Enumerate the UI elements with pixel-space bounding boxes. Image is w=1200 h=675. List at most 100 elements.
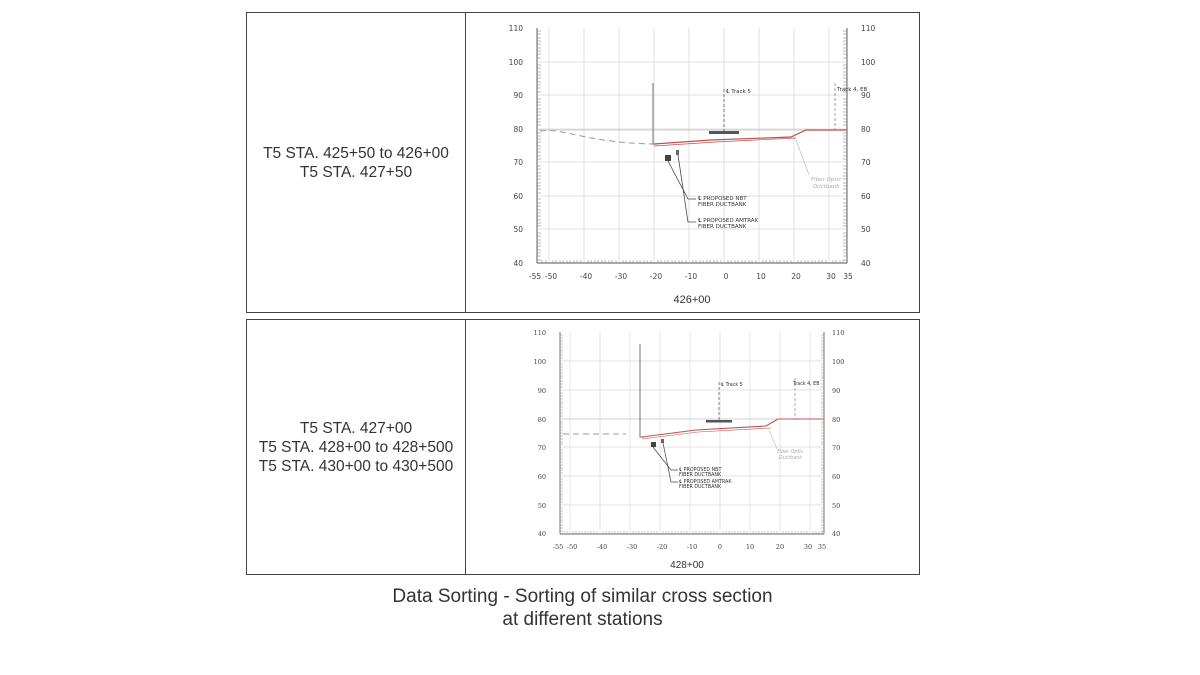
station-label-cell: T5 STA. 425+50 to 426+00 T5 STA. 427+50 [247, 13, 466, 312]
retaining-wall [652, 83, 657, 145]
ductbank-leaders [667, 154, 696, 223]
station-label: T5 STA. 427+00 [299, 419, 413, 437]
station-label: T5 STA. 430+00 to 430+500 [258, 457, 454, 475]
note-track-5: ℄ Track 5 [721, 382, 743, 388]
y-tick: 80 [832, 416, 840, 424]
note-track-4: Track 4, EB [792, 381, 820, 387]
y-tick: 50 [861, 225, 871, 234]
station-number: 426+00 [673, 294, 710, 306]
y-tick: 80 [861, 125, 871, 134]
y-tick: 50 [538, 502, 546, 510]
x-tick: -30 [627, 543, 637, 551]
x-tick: 30 [804, 543, 812, 551]
x-tick: 10 [746, 543, 754, 551]
x-tick: -50 [545, 272, 557, 281]
nbt-fiber-ductbank [665, 155, 671, 161]
station-label-cell: T5 STA. 427+00 T5 STA. 428+00 to 428+500… [247, 320, 466, 574]
proposed-ground-line [641, 418, 824, 438]
station-label: T5 STA. 425+50 to 426+00 [263, 144, 449, 162]
note-fiber-optic: Fiber Optic [777, 449, 804, 455]
x-tick: -10 [687, 543, 697, 551]
x-tick: -20 [657, 543, 667, 551]
station-number: 428+00 [670, 560, 704, 571]
note-nbt-1: ℄ PROPOSED NBT [698, 195, 747, 202]
amtrak-fiber-ductbank [661, 439, 664, 443]
note-amtrak-1: ℄ PROPOSED AMTRAK [679, 479, 732, 485]
caption-line-2: at different stations [502, 609, 663, 630]
cross-section-svg: 40 50 60 70 80 90 100 110 40 50 60 70 80… [509, 24, 876, 306]
y-tick: 60 [513, 192, 523, 201]
x-tick: 10 [756, 272, 766, 281]
figure-caption: Data Sorting - Sorting of similar cross … [0, 585, 1165, 631]
x-tick: 35 [818, 543, 826, 551]
y-tick: 60 [832, 473, 840, 481]
y-tick: 50 [832, 502, 840, 510]
retaining-wall [639, 344, 644, 438]
cross-section-panel-1: T5 STA. 425+50 to 426+00 T5 STA. 427+50 [246, 12, 920, 313]
note-nbt-2: FIBER DUCTBANK [679, 472, 722, 478]
x-tick: 20 [791, 272, 801, 281]
note-nbt-2: FIBER DUCTBANK [698, 202, 747, 208]
y-tick: 110 [832, 329, 844, 337]
y-tick: 90 [832, 387, 840, 395]
station-label: T5 STA. 428+00 to 428+500 [258, 438, 454, 456]
proposed-ground-line [653, 129, 847, 145]
note-track-5: ℄ Track 5 [726, 88, 751, 95]
y-tick: 90 [861, 91, 871, 100]
note-amtrak-2: FIBER DUCTBANK [698, 224, 747, 230]
caption-line-1: Data Sorting - Sorting of similar cross … [392, 586, 773, 607]
x-tick: -40 [597, 543, 607, 551]
track-5-ballast [709, 131, 739, 134]
y-tick: 110 [509, 24, 524, 33]
y-tick: 100 [534, 358, 546, 366]
y-tick: 80 [538, 416, 546, 424]
proposed-subgrade-line [653, 137, 797, 147]
cross-section-drawing: 40 50 60 70 80 90 100 110 40 50 60 70 80… [466, 13, 919, 312]
y-tick: 40 [832, 530, 840, 538]
station-label: T5 STA. 427+50 [299, 163, 413, 181]
fiber-optic-leader [795, 139, 810, 176]
y-tick: 50 [513, 225, 523, 234]
y-tick: 60 [861, 192, 871, 201]
note-track-4: Track 4, EB [836, 87, 868, 93]
note-ductbank: Ductbank [779, 455, 802, 461]
x-tick: 35 [843, 272, 853, 281]
x-tick: 0 [724, 272, 729, 281]
y-tick: 90 [513, 91, 523, 100]
y-tick: 100 [861, 58, 876, 67]
cross-section-drawing: 40 50 60 70 80 90 100 110 40 50 60 70 80… [466, 320, 919, 574]
x-tick: -20 [650, 272, 662, 281]
y-tick: 100 [509, 58, 524, 67]
y-tick: 40 [538, 530, 546, 538]
note-nbt-1: ℄ PROPOSED NBT [679, 467, 721, 473]
fiber-optic-leader [768, 429, 778, 450]
x-tick: -10 [685, 272, 697, 281]
proposed-subgrade-line [641, 427, 772, 440]
x-tick: 20 [776, 543, 784, 551]
note-amtrak-1: ℄ PROPOSED AMTRAK [698, 217, 759, 224]
y-tick: 60 [538, 473, 546, 481]
x-tick: -50 [567, 543, 577, 551]
y-tick: 40 [861, 259, 871, 268]
y-tick: 70 [538, 444, 546, 452]
note-fiber-optic: Fiber Optic [811, 177, 841, 183]
track-5-ballast [706, 420, 732, 423]
y-tick: 80 [513, 125, 523, 134]
x-tick: 30 [826, 272, 836, 281]
y-tick: 100 [832, 358, 844, 366]
x-tick: -40 [580, 272, 592, 281]
amtrak-fiber-ductbank [676, 150, 679, 155]
y-tick: 110 [861, 24, 876, 33]
note-ductbank: Ductbank [813, 184, 840, 190]
x-tick: -30 [615, 272, 627, 281]
y-tick: 70 [861, 158, 871, 167]
nbt-fiber-ductbank [651, 442, 656, 447]
x-tick: 0 [718, 543, 722, 551]
existing-ground-line [539, 129, 655, 145]
y-tick: 70 [513, 158, 523, 167]
y-tick: 90 [538, 387, 546, 395]
x-tick: -55 [553, 543, 563, 551]
ductbank-leaders [652, 442, 678, 483]
y-tick: 70 [832, 444, 840, 452]
y-tick: 110 [534, 329, 546, 337]
